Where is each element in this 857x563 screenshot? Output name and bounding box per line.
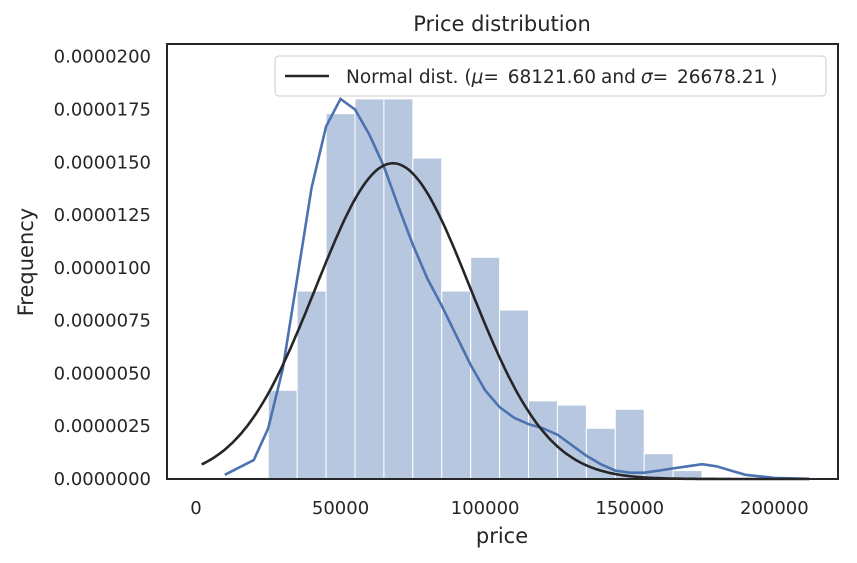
- y-tick-label: 0.0000150: [54, 152, 151, 173]
- histogram-bars: [267, 98, 732, 480]
- plot-frame: [166, 43, 839, 480]
- y-tick-label: 0.0000100: [54, 258, 151, 279]
- y-axis-title: Frequency: [14, 208, 38, 317]
- legend-sigma-value: 26678.21: [677, 67, 765, 88]
- chart-title: Price distribution: [413, 12, 591, 36]
- histogram-bar: [614, 408, 645, 480]
- x-tick-label: 0: [190, 498, 201, 519]
- x-tick-label: 100000: [451, 498, 520, 519]
- y-tick-label: 0.0000000: [54, 469, 151, 490]
- histogram-bar: [499, 309, 530, 480]
- legend-prefix: Normal dist. (: [346, 67, 472, 88]
- legend-sigma-equals: =: [653, 67, 674, 88]
- legend-mu-symbol: μ: [471, 67, 484, 88]
- legend-box: [274, 55, 827, 97]
- y-tick-label: 0.0000025: [54, 416, 151, 437]
- histogram-bar: [441, 290, 472, 480]
- x-tick-label: 150000: [595, 498, 664, 519]
- legend: Normal dist. (μ= 68121.60 and σ= 26678.21): [274, 55, 827, 97]
- y-tick-label: 0.0000125: [54, 205, 151, 226]
- histogram-bar: [354, 98, 385, 480]
- histogram-bar: [528, 400, 558, 480]
- x-tick-label: 200000: [740, 498, 809, 519]
- x-axis-ticks: 0 50000 100000 150000 200000: [190, 498, 809, 519]
- legend-sigma-symbol: σ: [641, 67, 654, 88]
- histogram-bar: [412, 157, 443, 480]
- legend-suffix: ): [770, 67, 777, 88]
- x-axis-title: price: [476, 524, 528, 548]
- legend-mu-value: 68121.60: [508, 67, 596, 88]
- y-tick-label: 0.0000200: [54, 47, 151, 68]
- x-tick-label: 50000: [312, 498, 369, 519]
- legend-mu-equals: =: [483, 67, 504, 88]
- histogram-bar: [383, 98, 414, 480]
- histogram-bar: [267, 389, 298, 480]
- y-tick-label: 0.0000175: [54, 99, 151, 120]
- histogram-bar: [643, 453, 674, 480]
- histogram-bar: [325, 113, 356, 480]
- histogram-bar: [470, 256, 501, 480]
- y-tick-label: 0.0000075: [54, 311, 151, 332]
- y-tick-label: 0.0000050: [54, 363, 151, 384]
- kde-line: [224, 96, 810, 481]
- histogram-bar: [556, 404, 587, 480]
- legend-label: Normal dist. (μ= 68121.60 and σ= 26678.21): [346, 67, 777, 88]
- y-axis-ticks: 0.0000000 0.0000025 0.0000050 0.0000075 0.00…: [54, 47, 151, 490]
- legend-and: and: [601, 67, 636, 88]
